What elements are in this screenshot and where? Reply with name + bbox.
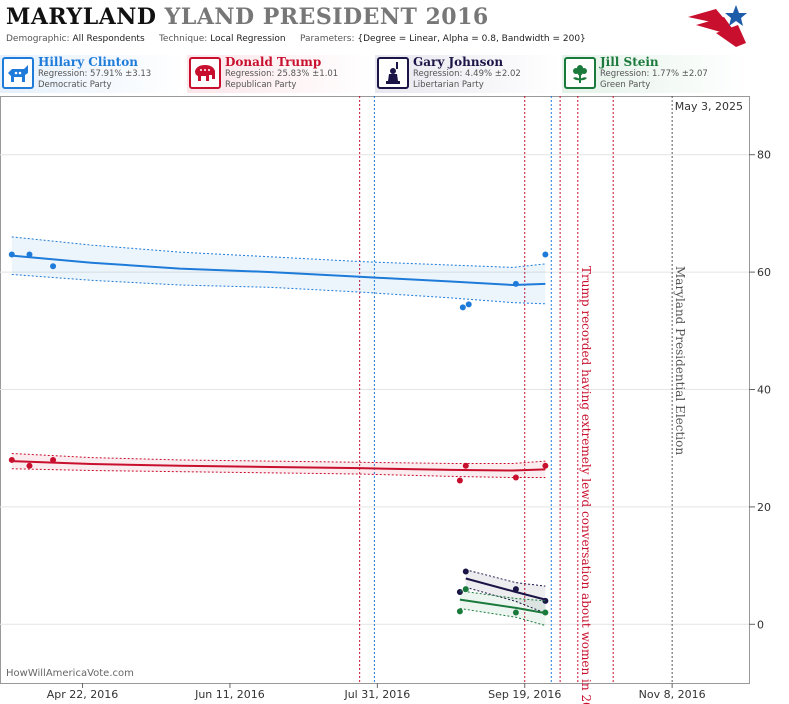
data-point xyxy=(459,304,466,311)
band-upper-line xyxy=(459,590,546,602)
y-tick-label: 20 xyxy=(757,501,771,514)
candidate-party: Republican Party xyxy=(225,80,297,90)
data-point xyxy=(456,477,463,484)
technique-label: Technique: xyxy=(158,34,208,44)
data-point xyxy=(462,586,469,593)
x-tick-label: Apr 22, 2016 xyxy=(47,688,119,701)
y-tick-label: 60 xyxy=(757,266,771,279)
x-tick-label: Jul 31, 2016 xyxy=(343,688,410,701)
data-point xyxy=(50,263,57,270)
star-logo-icon xyxy=(688,5,747,47)
event-annotation: Trump recorded having extremely lewd con… xyxy=(579,266,593,704)
band-lower-line xyxy=(459,607,546,626)
candidate-party: Democratic Party xyxy=(38,80,112,90)
candidate-name: Donald Trump xyxy=(225,55,322,69)
page-title: MARYLAND YLAND PRESIDENT 2016 xyxy=(6,4,489,30)
x-tick-label: Jun 11, 2016 xyxy=(194,688,265,701)
demographic-value: All Respondents xyxy=(72,34,145,44)
data-point xyxy=(512,474,519,481)
candidate-party: Green Party xyxy=(600,80,651,90)
band-upper-line xyxy=(465,569,546,587)
data-point xyxy=(456,589,463,596)
data-point xyxy=(512,280,519,287)
candidate-name: Gary Johnson xyxy=(413,55,504,69)
title-rest: YLAND PRESIDENT 2016 xyxy=(164,4,489,30)
candidate-regression: Regression: 1.77% ±2.07 xyxy=(600,69,708,79)
parameters-value: {Degree = Linear, Alpha = 0.8, Bandwidth… xyxy=(357,34,586,44)
parameters-line: Demographic: All Respondents Technique: … xyxy=(6,34,586,44)
liberty-icon xyxy=(377,57,409,89)
candidate-card-clinton[interactable]: Hillary Clinton Regression: 57.91% ±3.13… xyxy=(0,55,185,93)
regression-line xyxy=(11,460,546,472)
regression-line xyxy=(459,598,546,615)
elephant-icon xyxy=(189,57,221,89)
data-point xyxy=(542,597,549,604)
band-lower-line xyxy=(11,273,546,305)
state-name: MARYLAND xyxy=(6,4,157,30)
candidate-legend: Hillary Clinton Regression: 57.91% ±3.13… xyxy=(0,55,789,93)
x-tick-label: Sep 19, 2016 xyxy=(488,688,561,701)
donkey-icon xyxy=(2,57,34,89)
candidate-card-stein[interactable]: Jill Stein Regression: 1.77% ±2.07 Green… xyxy=(562,55,749,93)
y-tick-label: 40 xyxy=(757,384,771,397)
data-point xyxy=(8,456,15,463)
data-point xyxy=(26,251,33,258)
candidate-regression: Regression: 57.91% ±3.13 xyxy=(38,69,152,79)
candidate-regression: Regression: 4.49% ±2.02 xyxy=(413,69,521,79)
data-point xyxy=(456,608,463,615)
y-tick-label: 80 xyxy=(757,149,771,162)
data-point xyxy=(512,609,519,616)
technique-value: Local Regression xyxy=(210,34,286,44)
data-point xyxy=(8,251,15,258)
candidate-card-trump[interactable]: Donald Trump Regression: 25.83% ±1.01 Re… xyxy=(187,55,373,93)
data-point xyxy=(50,456,57,463)
candidate-name: Jill Stein xyxy=(600,55,659,69)
data-point xyxy=(26,462,33,469)
candidate-card-johnson[interactable]: Gary Johnson Regression: 4.49% ±2.02 Lib… xyxy=(375,55,561,93)
parameters-label: Parameters: xyxy=(299,34,355,44)
candidate-regression: Regression: 25.83% ±1.01 xyxy=(225,69,339,79)
regression-line xyxy=(11,254,546,287)
data-point xyxy=(462,462,469,469)
candidate-party: Libertarian Party xyxy=(413,80,484,90)
site-credit: HowWillAmericaVote.com xyxy=(6,668,134,679)
band-lower-line xyxy=(465,586,546,614)
x-tick-label: Nov 8, 2016 xyxy=(639,688,706,701)
data-point xyxy=(542,251,549,258)
data-point xyxy=(542,609,549,616)
candidate-name: Hillary Clinton xyxy=(38,55,138,69)
demographic-label: Demographic: xyxy=(6,34,70,44)
event-annotation: Maryland Presidential Election xyxy=(673,266,687,455)
data-point xyxy=(465,301,472,308)
data-point xyxy=(542,462,549,469)
confidence-band xyxy=(465,569,546,614)
flower-icon xyxy=(564,57,596,89)
confidence-band xyxy=(11,236,546,304)
date-stamp: May 3, 2025 xyxy=(675,100,743,113)
data-point xyxy=(512,586,519,593)
data-point xyxy=(462,568,469,575)
y-tick-label: 0 xyxy=(757,618,764,631)
band-upper-line xyxy=(11,236,546,268)
